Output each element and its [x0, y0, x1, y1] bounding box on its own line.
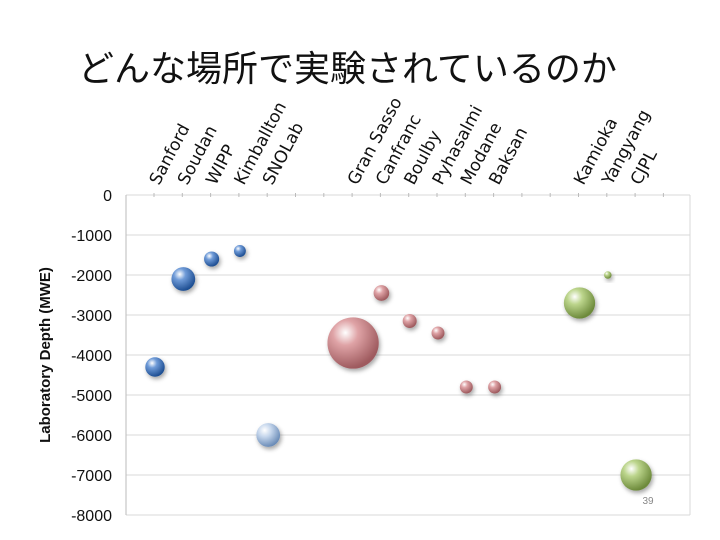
y-tick-label: -1000: [71, 228, 112, 245]
bubble-modane: [459, 380, 473, 394]
bubble-kimballton: [233, 245, 246, 257]
y-tick-label: -4000: [71, 348, 112, 365]
bubble-pyhasalmi: [431, 326, 445, 340]
y-tick-label: -3000: [71, 308, 112, 325]
y-axis-title: Laboratory Depth (MWE): [37, 267, 54, 443]
bubbles: [145, 245, 652, 491]
y-tick-label: 0: [103, 188, 112, 205]
bubble-yangyang: [604, 271, 612, 279]
y-tick-label: -2000: [71, 268, 112, 285]
slide-title: どんな場所で実験されているのか: [78, 49, 617, 90]
y-axis: 0 -1000 -2000 -3000 -4000 -5000 -6000 -7000 -800…: [71, 188, 112, 525]
bubble-sanford: [145, 357, 165, 377]
bubble-gran-sasso: [327, 317, 379, 369]
bubble-cjpl: [620, 459, 652, 491]
bubble-boulby: [402, 313, 417, 329]
bubble-wipp: [204, 251, 220, 267]
bubble-baksan: [488, 380, 502, 394]
y-tick-label: -6000: [71, 428, 112, 445]
bubble-soudan: [171, 267, 196, 291]
y-tick-label: -5000: [71, 388, 112, 405]
y-tick-label: -8000: [71, 508, 112, 525]
gridlines: [125, 193, 691, 516]
page-number: 39: [642, 496, 654, 507]
bubble-kamioka: [563, 287, 596, 319]
y-tick-label: -7000: [71, 468, 112, 485]
bubble-snolab: [256, 423, 281, 447]
bubble-canfranc: [373, 285, 390, 301]
